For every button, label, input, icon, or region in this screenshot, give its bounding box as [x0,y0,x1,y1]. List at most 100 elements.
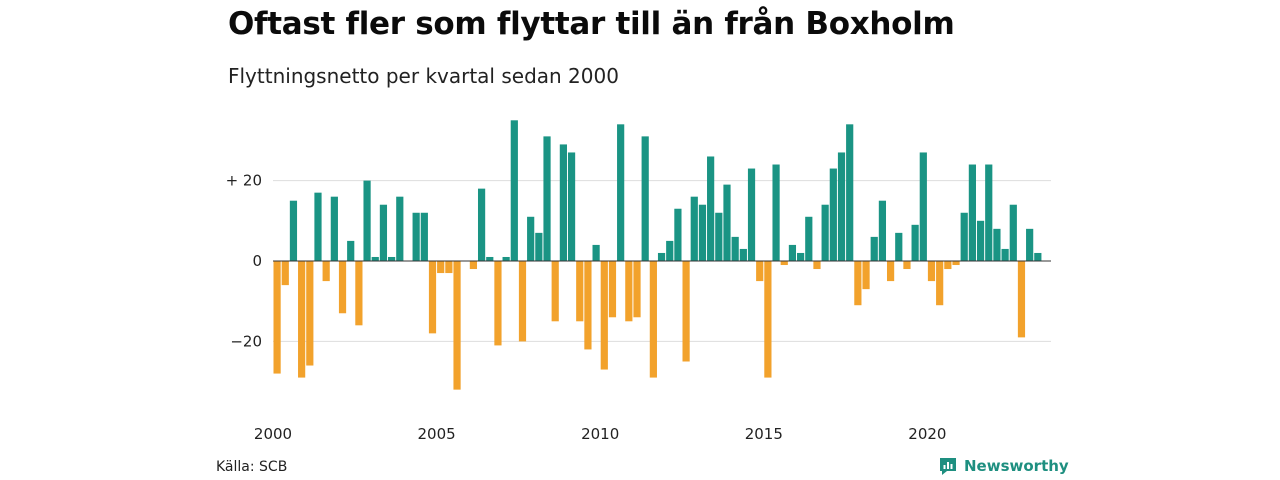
bar [535,232,543,261]
bar [878,200,887,261]
bar [551,261,559,322]
bar [1034,252,1042,261]
y-tick-label: 0 [252,252,262,270]
bar [314,192,322,261]
bar [633,261,641,318]
x-tick-label: 2015 [745,425,783,443]
bar [723,184,731,261]
bar [559,144,567,261]
y-tick-label: + 20 [226,172,262,190]
bar [936,261,944,306]
bar [649,261,657,378]
bar [437,261,445,274]
bar [494,261,502,346]
bar [715,212,723,261]
bar [396,196,404,261]
bar [527,216,535,261]
bar [707,156,715,261]
bar [445,261,453,274]
bar [420,212,428,261]
brand-name: Newsworthy [964,457,1069,475]
bar [968,164,976,261]
bar [363,180,371,261]
bar [829,168,837,261]
bar [371,256,379,261]
bar [625,261,633,322]
bar [347,240,355,261]
bar [1009,204,1017,261]
x-tick-label: 2010 [581,425,619,443]
bar [1026,228,1034,261]
bar [338,261,347,314]
x-tick-label: 2020 [908,425,946,443]
bar [674,208,682,261]
bar [846,124,854,261]
bar [854,261,862,306]
bar [690,196,698,261]
bar [576,261,584,322]
bar [657,252,666,261]
bar [355,261,363,326]
source-note: Källa: SCB [216,459,288,475]
bar [739,248,747,261]
bar [976,220,985,261]
bar [600,261,608,370]
x-tick-label: 2000 [254,425,292,443]
bar [788,244,797,261]
bar [298,261,306,378]
bar [469,261,478,270]
bar [379,204,388,261]
bar [567,152,576,261]
bar [747,168,756,261]
bar [281,261,289,286]
bar [756,261,764,282]
brand: Newsworthy [938,456,1069,476]
bar [813,261,821,270]
bar [837,152,846,261]
y-tick-label: −20 [230,332,262,350]
bar [510,120,518,261]
bar [412,212,420,261]
bar [919,152,927,261]
bar [543,136,551,261]
bar [797,252,805,261]
bars [273,120,1042,390]
bar [617,124,625,261]
bar [477,188,486,261]
bar [486,256,494,261]
bar [1017,261,1026,338]
bar [502,256,510,261]
bar [322,261,330,282]
bar [592,244,600,261]
bar [453,261,461,390]
bar [289,200,298,261]
bar [518,261,527,342]
bar [862,261,870,290]
bar [903,261,911,270]
bar [993,228,1001,261]
bar [584,261,592,350]
bar [273,261,281,374]
bar [388,256,396,261]
bar [927,261,936,282]
bar [780,261,788,266]
x-axis-ticks: 2000 2005 2010 2015 2020 [254,425,947,443]
bar [330,196,338,261]
bar [698,204,707,261]
bar [895,232,903,261]
bar [666,240,674,261]
bar [821,204,829,261]
bar [641,136,649,261]
bar [911,224,919,261]
x-tick-label: 2005 [418,425,456,443]
y-axis-ticks: + 20 0 −20 [226,172,262,351]
bar [960,212,968,261]
bar [870,236,878,261]
bar [1001,248,1009,261]
bar [886,261,895,282]
bar [985,164,993,261]
chart-title: Oftast fler som flyttar till än från Box… [228,6,955,42]
chart-subtitle: Flyttningsnetto per kvartal sedan 2000 [228,64,619,88]
bar [731,236,739,261]
